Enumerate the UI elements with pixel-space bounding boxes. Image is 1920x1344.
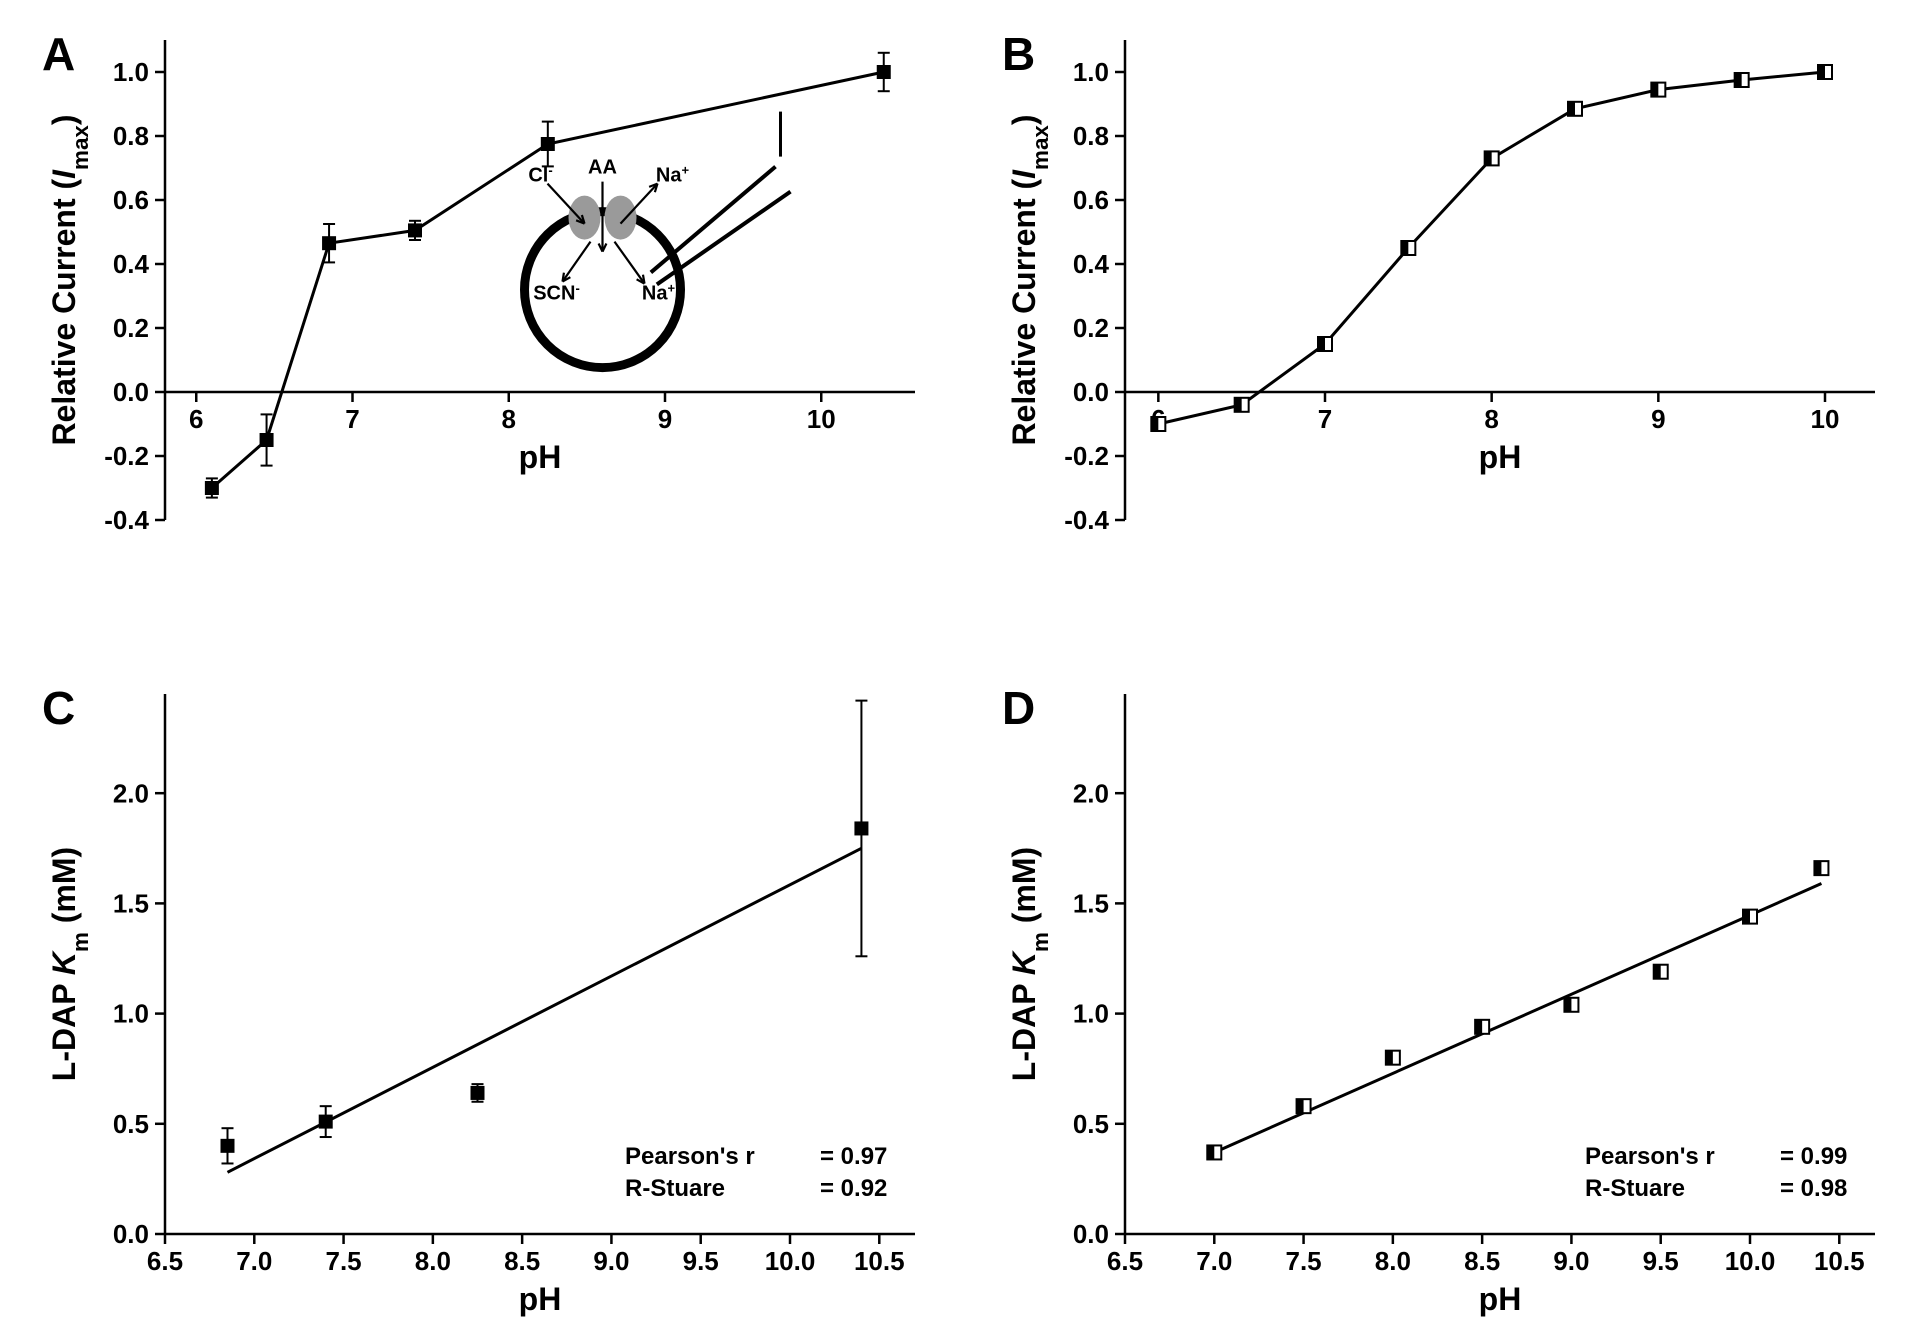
svg-text:= 0.97: = 0.97 — [820, 1143, 887, 1170]
svg-text:10.0: 10.0 — [765, 1246, 816, 1276]
svg-text:0.0: 0.0 — [1073, 377, 1109, 407]
svg-text:0.6: 0.6 — [113, 185, 149, 215]
svg-text:10: 10 — [1811, 404, 1840, 434]
svg-text:8.5: 8.5 — [504, 1246, 540, 1276]
svg-text:9.0: 9.0 — [593, 1246, 629, 1276]
svg-text:0.0: 0.0 — [113, 1219, 149, 1249]
svg-text:8: 8 — [502, 404, 516, 434]
svg-text:6.5: 6.5 — [147, 1246, 183, 1276]
svg-text:9: 9 — [1651, 404, 1665, 434]
svg-text:2.0: 2.0 — [113, 778, 149, 808]
svg-text:0.0: 0.0 — [113, 377, 149, 407]
svg-text:-0.4: -0.4 — [1064, 505, 1109, 535]
svg-text:-0.2: -0.2 — [1064, 441, 1109, 471]
svg-text:9.5: 9.5 — [683, 1246, 719, 1276]
svg-text:0.4: 0.4 — [113, 249, 150, 279]
svg-text:-0.2: -0.2 — [104, 441, 149, 471]
svg-text:= 0.92: = 0.92 — [820, 1175, 887, 1202]
svg-text:AA: AA — [588, 157, 617, 179]
svg-text:pH: pH — [1479, 439, 1522, 475]
svg-text:Pearson's r: Pearson's r — [625, 1143, 755, 1170]
svg-text:9: 9 — [658, 404, 672, 434]
panel-b: 678910-0.4-0.20.00.20.40.60.81.0pHRelati… — [980, 20, 1900, 644]
svg-text:10.5: 10.5 — [1814, 1246, 1865, 1276]
svg-text:10.5: 10.5 — [854, 1246, 905, 1276]
svg-text:7: 7 — [1318, 404, 1332, 434]
svg-text:R-Stuare: R-Stuare — [1585, 1175, 1685, 1202]
svg-text:B: B — [1002, 28, 1035, 80]
svg-text:Cl-: Cl- — [528, 162, 552, 187]
svg-text:Relative Current (Imax): Relative Current (Imax) — [46, 114, 93, 445]
svg-text:7: 7 — [345, 404, 359, 434]
svg-text:10: 10 — [807, 404, 836, 434]
svg-text:7.0: 7.0 — [1196, 1246, 1232, 1276]
svg-text:6: 6 — [189, 404, 203, 434]
svg-text:SCN-: SCN- — [533, 280, 580, 305]
svg-text:9.5: 9.5 — [1643, 1246, 1679, 1276]
svg-text:8.0: 8.0 — [1375, 1246, 1411, 1276]
panel-a: 6 7 8 9 10 -0.4 -0.2 0.0 0.2 0.4 0.6 0.8 1.0 pH Relati… — [20, 20, 940, 644]
svg-text:10.0: 10.0 — [1725, 1246, 1776, 1276]
svg-text:R-Stuare: R-Stuare — [625, 1175, 725, 1202]
svg-text:C: C — [42, 682, 75, 734]
svg-text:0.2: 0.2 — [1073, 313, 1109, 343]
svg-text:2.0: 2.0 — [1073, 778, 1109, 808]
svg-text:Relative Current (Imax): Relative Current (Imax) — [1006, 114, 1053, 445]
svg-text:0.4: 0.4 — [1073, 249, 1110, 279]
svg-text:Na+: Na+ — [642, 280, 676, 305]
svg-text:Na+: Na+ — [656, 162, 690, 187]
svg-text:L-DAP Km (mM): L-DAP Km (mM) — [1006, 847, 1053, 1081]
svg-text:8: 8 — [1484, 404, 1498, 434]
svg-text:0.2: 0.2 — [113, 313, 149, 343]
svg-text:pH: pH — [519, 439, 562, 475]
panel-d: 6.5 7.0 7.5 8.0 8.5 9.0 9.5 10.0 10.5 0.0 0.5 1.0 1.… — [980, 674, 1900, 1324]
svg-text:0.8: 0.8 — [113, 121, 149, 151]
svg-text:1.0: 1.0 — [113, 57, 149, 87]
svg-text:1.5: 1.5 — [1073, 888, 1109, 918]
panel-c: 6.5 7.0 7.5 8.0 8.5 9.0 9.5 10.0 10.5 0.0 0.5 1.0 1.… — [20, 674, 940, 1324]
figure-grid: 6 7 8 9 10 -0.4 -0.2 0.0 0.2 0.4 0.6 0.8 1.0 pH Relati… — [20, 20, 1900, 1324]
svg-text:8.5: 8.5 — [1464, 1246, 1500, 1276]
svg-text:= 0.98: = 0.98 — [1780, 1175, 1847, 1202]
svg-text:0.5: 0.5 — [113, 1109, 149, 1139]
svg-text:pH: pH — [1479, 1281, 1522, 1317]
svg-text:-0.4: -0.4 — [104, 505, 149, 535]
svg-text:6.5: 6.5 — [1107, 1246, 1143, 1276]
svg-text:9.0: 9.0 — [1553, 1246, 1589, 1276]
svg-text:0.6: 0.6 — [1073, 185, 1109, 215]
svg-text:A: A — [42, 28, 75, 80]
svg-text:8.0: 8.0 — [415, 1246, 451, 1276]
svg-text:7.5: 7.5 — [1285, 1246, 1321, 1276]
svg-text:L-DAP Km (mM): L-DAP Km (mM) — [46, 847, 93, 1081]
svg-text:1.5: 1.5 — [113, 888, 149, 918]
svg-text:= 0.99: = 0.99 — [1780, 1143, 1847, 1170]
svg-text:0.5: 0.5 — [1073, 1109, 1109, 1139]
svg-text:0.8: 0.8 — [1073, 121, 1109, 151]
svg-text:7.0: 7.0 — [236, 1246, 272, 1276]
svg-text:Pearson's r: Pearson's r — [1585, 1143, 1715, 1170]
svg-text:0.0: 0.0 — [1073, 1219, 1109, 1249]
svg-text:1.0: 1.0 — [1073, 57, 1109, 87]
svg-text:1.0: 1.0 — [113, 999, 149, 1029]
svg-text:pH: pH — [519, 1281, 562, 1317]
svg-text:1.0: 1.0 — [1073, 999, 1109, 1029]
svg-text:D: D — [1002, 682, 1035, 734]
svg-text:7.5: 7.5 — [325, 1246, 361, 1276]
